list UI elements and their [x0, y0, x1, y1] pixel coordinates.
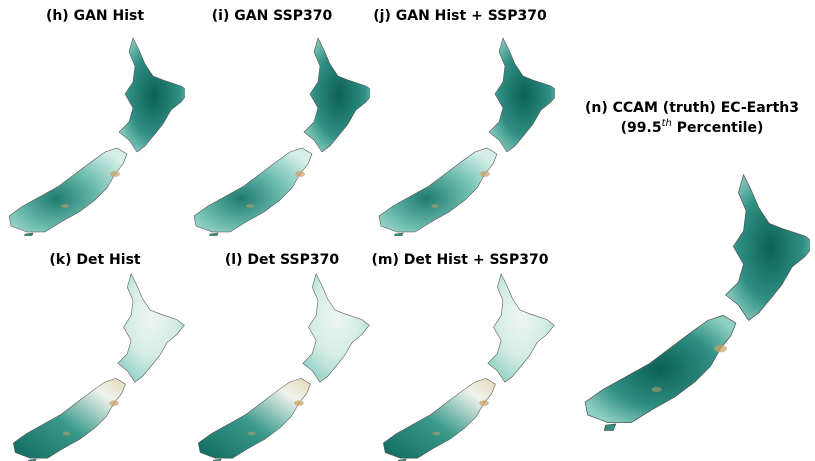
panel-title: (k) Det Hist — [49, 252, 141, 268]
panel-title: (n) CCAM (truth) EC-Earth3 — [585, 100, 799, 116]
panel-title: (m) Det Hist + SSP370 — [372, 252, 549, 268]
panel-title: (j) GAN Hist + SSP370 — [373, 8, 547, 24]
panel-title: (l) Det SSP370 — [225, 252, 339, 268]
title-part: (99.5 — [621, 120, 662, 136]
panel-title: (i) GAN SSP370 — [212, 8, 333, 24]
title-superscript: th — [662, 118, 672, 129]
map — [198, 274, 369, 461]
panel-title: (h) GAN Hist — [46, 8, 144, 24]
title-part: Percentile) — [672, 120, 763, 136]
map — [194, 38, 374, 238]
map — [383, 274, 554, 461]
map — [585, 175, 815, 431]
map — [13, 274, 184, 461]
map — [379, 38, 559, 238]
map — [9, 38, 189, 238]
panel-title: (99.5th Percentile) — [621, 118, 764, 136]
figure: (h) GAN Hist (i) GAN SSP370 (j) GAN Hist… — [0, 0, 815, 461]
